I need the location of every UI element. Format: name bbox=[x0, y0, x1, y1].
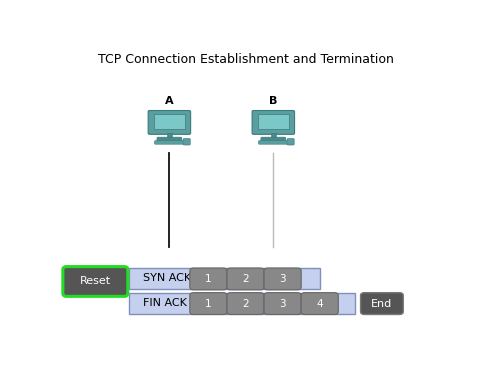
Text: Reset: Reset bbox=[80, 276, 111, 286]
FancyBboxPatch shape bbox=[190, 293, 227, 315]
FancyBboxPatch shape bbox=[259, 141, 288, 144]
Text: 4: 4 bbox=[317, 298, 323, 309]
FancyBboxPatch shape bbox=[227, 268, 264, 290]
Text: A: A bbox=[165, 96, 174, 106]
Text: 1: 1 bbox=[205, 298, 212, 309]
FancyBboxPatch shape bbox=[361, 293, 403, 315]
FancyBboxPatch shape bbox=[287, 138, 294, 145]
FancyBboxPatch shape bbox=[301, 293, 338, 315]
Text: FIN ACK: FIN ACK bbox=[143, 298, 187, 308]
FancyBboxPatch shape bbox=[63, 266, 128, 296]
Bar bbox=[271, 133, 276, 138]
FancyBboxPatch shape bbox=[227, 293, 264, 315]
FancyBboxPatch shape bbox=[261, 137, 286, 142]
Bar bbox=[128, 268, 319, 289]
Ellipse shape bbox=[159, 141, 189, 143]
FancyBboxPatch shape bbox=[183, 138, 190, 145]
Text: End: End bbox=[371, 298, 392, 309]
Bar bbox=[258, 114, 289, 129]
Bar bbox=[154, 114, 185, 129]
FancyBboxPatch shape bbox=[252, 110, 295, 134]
Text: 2: 2 bbox=[242, 274, 249, 284]
Text: B: B bbox=[269, 96, 277, 106]
Text: 3: 3 bbox=[279, 298, 286, 309]
FancyBboxPatch shape bbox=[190, 268, 227, 290]
FancyBboxPatch shape bbox=[264, 293, 301, 315]
Text: 3: 3 bbox=[279, 274, 286, 284]
Bar bbox=[128, 293, 355, 314]
FancyBboxPatch shape bbox=[157, 137, 182, 142]
Text: SYN ACK: SYN ACK bbox=[143, 273, 192, 283]
FancyBboxPatch shape bbox=[148, 110, 191, 134]
FancyBboxPatch shape bbox=[264, 268, 301, 290]
Bar bbox=[167, 133, 172, 138]
Text: 1: 1 bbox=[205, 274, 212, 284]
Text: 2: 2 bbox=[242, 298, 249, 309]
Ellipse shape bbox=[262, 141, 293, 143]
FancyBboxPatch shape bbox=[155, 141, 184, 144]
Text: TCP Connection Establishment and Termination: TCP Connection Establishment and Termina… bbox=[98, 53, 393, 66]
